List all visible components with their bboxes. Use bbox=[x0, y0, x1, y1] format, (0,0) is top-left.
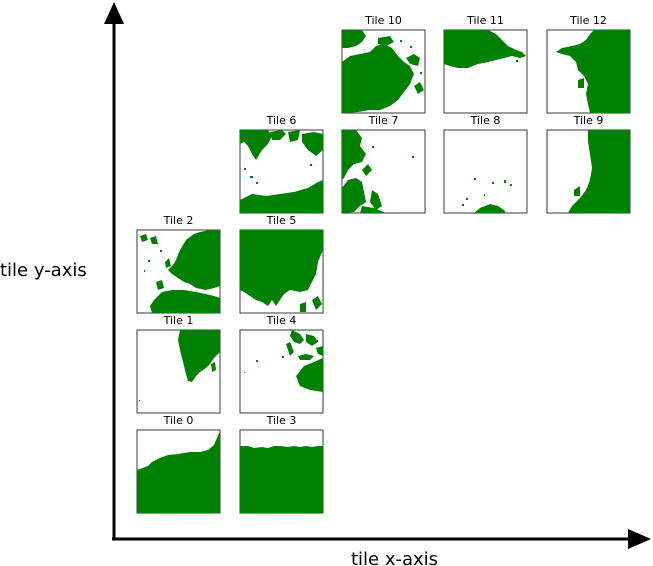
y-axis-label: tile y-axis bbox=[0, 260, 87, 281]
land-shape bbox=[362, 164, 372, 176]
land-shape bbox=[510, 184, 512, 186]
land-shape bbox=[556, 30, 630, 113]
tile-title: Tile 7 bbox=[368, 114, 399, 127]
land-shape bbox=[316, 346, 323, 356]
land-shape bbox=[288, 130, 300, 142]
tile-4: Tile 4 bbox=[239, 314, 324, 414]
land-shape bbox=[342, 130, 366, 180]
tile-title: Tile 6 bbox=[266, 114, 297, 127]
land-shape bbox=[574, 186, 580, 196]
land-shape bbox=[312, 296, 322, 310]
tile-title: Tile 3 bbox=[266, 414, 297, 427]
land-shape bbox=[270, 130, 286, 140]
land-shape bbox=[414, 82, 424, 94]
tile-3: Tile 3 bbox=[239, 414, 324, 514]
land-shape bbox=[316, 340, 318, 342]
land-shape bbox=[378, 36, 394, 46]
tile-1: Tile 1 bbox=[136, 314, 221, 414]
land-shape bbox=[244, 168, 246, 170]
land-shape bbox=[256, 182, 258, 184]
land-shape bbox=[244, 372, 245, 373]
land-shape bbox=[240, 446, 323, 513]
land-shape bbox=[178, 330, 220, 382]
land-shape bbox=[578, 78, 584, 88]
land-shape bbox=[466, 198, 468, 200]
tile-title: Tile 9 bbox=[573, 114, 604, 127]
tile-8: Tile 8 bbox=[443, 114, 528, 214]
land-shape bbox=[444, 30, 526, 68]
land-shape bbox=[256, 360, 258, 362]
land-shape bbox=[165, 258, 171, 268]
tile-title: Tile 10 bbox=[364, 14, 402, 27]
tile-7: Tile 7 bbox=[341, 114, 426, 214]
land-shape bbox=[140, 234, 148, 242]
land-shape bbox=[160, 250, 162, 252]
land-shape bbox=[150, 290, 220, 313]
tile-title: Tile 2 bbox=[163, 214, 194, 227]
land-shape bbox=[492, 182, 494, 184]
land-shape bbox=[504, 180, 506, 183]
land-shape bbox=[342, 30, 366, 48]
tile-title: Tile 4 bbox=[266, 314, 297, 327]
land-shape bbox=[148, 260, 150, 262]
land-shape bbox=[240, 180, 323, 213]
land-shape bbox=[342, 44, 414, 113]
land-shape bbox=[240, 130, 272, 160]
land-shape bbox=[568, 130, 630, 213]
land-shape bbox=[406, 54, 420, 66]
tile-12: Tile 12 bbox=[546, 14, 631, 114]
land-shape bbox=[290, 330, 304, 344]
land-shape bbox=[144, 270, 145, 272]
land-shape bbox=[139, 400, 140, 401]
land-shape bbox=[474, 204, 506, 213]
tile-title: Tile 5 bbox=[266, 214, 297, 227]
land-shape bbox=[286, 342, 294, 356]
land-shape bbox=[156, 280, 164, 290]
tile-10: Tile 10 bbox=[341, 14, 426, 114]
tile-6: Tile 6 bbox=[239, 114, 324, 214]
land-shape bbox=[342, 178, 366, 213]
land-shape bbox=[420, 72, 422, 74]
land-shape bbox=[360, 206, 386, 213]
land-shape bbox=[410, 46, 412, 48]
land-shape bbox=[168, 230, 220, 290]
tile-11: Tile 11 bbox=[443, 14, 528, 114]
tile-5: Tile 5 bbox=[239, 214, 324, 314]
tile-2: Tile 2 bbox=[136, 214, 221, 314]
land-shape bbox=[298, 354, 314, 360]
land-shape bbox=[150, 236, 158, 244]
land-shape bbox=[412, 156, 414, 158]
tile-title: Tile 1 bbox=[163, 314, 194, 327]
tile-frame bbox=[443, 129, 528, 214]
tile-title: Tile 8 bbox=[470, 114, 501, 127]
land-shape bbox=[282, 356, 284, 358]
x-axis-label: tile x-axis bbox=[351, 549, 438, 566]
land-shape bbox=[372, 146, 374, 148]
tile-title: Tile 11 bbox=[466, 14, 504, 27]
land-shape bbox=[250, 176, 253, 178]
tile-0: Tile 0 bbox=[136, 414, 221, 514]
land-shape bbox=[211, 362, 216, 372]
land-shape bbox=[474, 178, 476, 180]
land-shape bbox=[310, 164, 312, 166]
land-shape bbox=[370, 190, 382, 210]
land-shape bbox=[516, 60, 518, 62]
land-shape bbox=[240, 230, 323, 306]
y-axis-arrowhead bbox=[104, 2, 124, 24]
land-shape bbox=[302, 132, 323, 156]
land-shape bbox=[137, 433, 220, 513]
land-shape bbox=[400, 40, 402, 42]
x-axis-arrowhead bbox=[628, 529, 651, 549]
tile-title: Tile 12 bbox=[569, 14, 607, 27]
tile-9: Tile 9 bbox=[546, 114, 631, 214]
land-shape bbox=[296, 358, 323, 392]
land-shape bbox=[300, 302, 306, 312]
land-shape bbox=[462, 204, 464, 206]
land-shape bbox=[306, 334, 318, 346]
tile-title: Tile 0 bbox=[163, 414, 194, 427]
land-shape bbox=[484, 194, 485, 196]
